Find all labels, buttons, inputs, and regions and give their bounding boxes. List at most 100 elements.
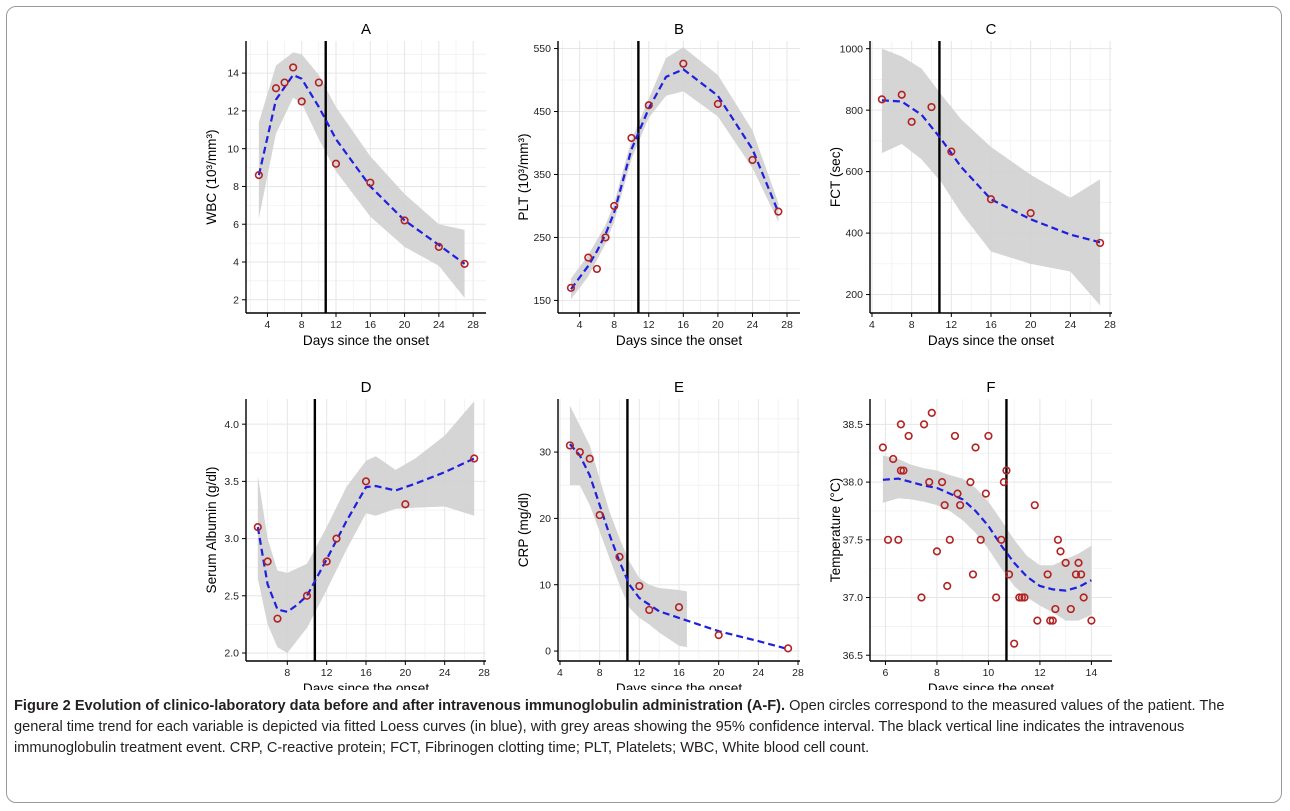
data-point [907,117,916,126]
x-tick-label: 12 [633,667,645,679]
y-tick-label: 37.0 [843,592,864,604]
data-point [927,408,936,417]
confidence-band [257,401,475,653]
x-tick-label: 20 [712,319,724,331]
x-tick-label: 24 [753,667,765,679]
grid [246,41,486,313]
data-point [601,233,610,242]
data-point [1033,616,1042,625]
data-point [971,443,980,452]
data-point [1048,616,1057,625]
data-point [401,500,410,509]
x-tick-label: 24 [433,319,445,331]
data-point [595,510,604,520]
x-tick-label: 8 [299,319,305,331]
data-point [714,631,723,640]
x-tick-label: 20 [399,319,411,331]
data-point [878,443,887,452]
y-tick-label: 4 [233,257,239,269]
figure-caption: Figure 2 Evolution of clinico-laboratory… [14,696,1276,759]
data-point [986,195,996,204]
data-point [302,591,312,600]
panel-title: A [361,21,371,38]
data-point [314,78,323,87]
data-point [289,63,298,72]
data-point [1066,604,1075,614]
data-point [1056,547,1065,556]
y-tick-label: 2 [233,294,239,306]
data-point [1002,466,1011,475]
y-axis-label: FCT (sec) [828,147,843,207]
y-tick-label: 150 [533,295,551,307]
data-point [1010,639,1019,648]
data-point [434,242,443,251]
y-tick-label: 800 [845,105,863,117]
data-point [674,603,684,612]
data-point [566,283,576,292]
data-point [1004,570,1014,579]
panel-title: E [674,379,684,396]
data-point [999,478,1008,487]
data-point [1053,535,1063,544]
y-tick-label: 3.5 [224,476,239,488]
y-axis-label: WBC (10³/mm³) [204,129,219,224]
data-point [1051,604,1060,614]
data-point [271,84,281,93]
data-point [919,420,929,429]
y-tick-label: 10 [539,579,551,591]
data-point [470,454,479,463]
y-tick-label: 550 [533,43,551,55]
data-point [896,420,905,429]
data-point [1079,593,1088,602]
y-tick-label: 38.5 [843,419,864,431]
data-point [981,489,990,498]
y-tick-label: 20 [539,513,551,525]
x-tick-label: 4 [577,319,583,331]
data-point [1046,616,1055,625]
x-axis-label: Days since the onset [928,333,1054,348]
data-point [1087,616,1096,625]
x-tick-label: 16 [985,319,997,331]
y-axis-label: PLT (10³/mm³) [516,133,531,220]
caption-title: Figure 2 Evolution of clinico-laboratory… [14,698,786,714]
data-point [627,133,636,143]
y-tick-label: 350 [533,169,551,181]
x-tick-label: 10 [983,667,995,679]
y-tick-label: 2.0 [224,648,239,660]
x-tick-label: 28 [478,667,490,679]
data-point [713,99,722,109]
panel-title: D [361,379,372,396]
data-point [896,466,905,475]
x-tick-label: 8 [611,319,617,331]
x-tick-label: 4 [265,319,271,331]
x-tick-label: 6 [883,667,889,679]
x-tick-label: 12 [321,667,333,679]
x-tick-label: 28 [467,319,479,331]
data-point [899,466,908,475]
data-point [894,535,903,544]
data-point [400,216,409,225]
data-point [332,534,341,543]
data-point [273,614,282,623]
y-tick-label: 10 [227,143,239,155]
figure-frame [6,6,1282,803]
data-point [917,593,926,602]
data-point [883,535,893,544]
panel-f: 6 8 10 12 14 36.5 37.0 37.5 38.0 38.5 F Days since … [828,379,1112,690]
data-point [1061,558,1070,567]
y-tick-label: 30 [539,447,551,459]
y-tick-label: 38.0 [843,477,864,489]
panel-title: C [986,21,997,38]
y-tick-label: 2.5 [224,590,239,602]
data-point [976,535,985,544]
y-tick-label: 36.5 [843,650,864,662]
x-tick-label: 12 [1034,667,1046,679]
confidence-band [882,455,1092,621]
data-point [956,501,965,510]
y-tick-label: 8 [233,181,239,193]
data-point [615,552,624,561]
data-point [937,478,947,487]
x-tick-label: 8 [597,667,603,679]
